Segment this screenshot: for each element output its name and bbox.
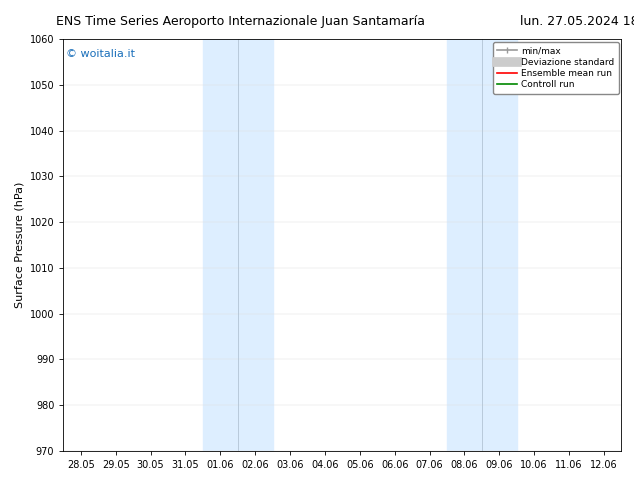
Text: © woitalia.it: © woitalia.it	[66, 49, 135, 59]
Y-axis label: Surface Pressure (hPa): Surface Pressure (hPa)	[14, 182, 24, 308]
Text: ENS Time Series Aeroporto Internazionale Juan Santamaría: ENS Time Series Aeroporto Internazionale…	[56, 15, 425, 28]
Text: lun. 27.05.2024 18 UTC: lun. 27.05.2024 18 UTC	[520, 15, 634, 28]
Bar	[203, 39, 273, 451]
Bar	[447, 39, 517, 451]
Legend: min/max, Deviazione standard, Ensemble mean run, Controll run: min/max, Deviazione standard, Ensemble m…	[493, 42, 619, 94]
